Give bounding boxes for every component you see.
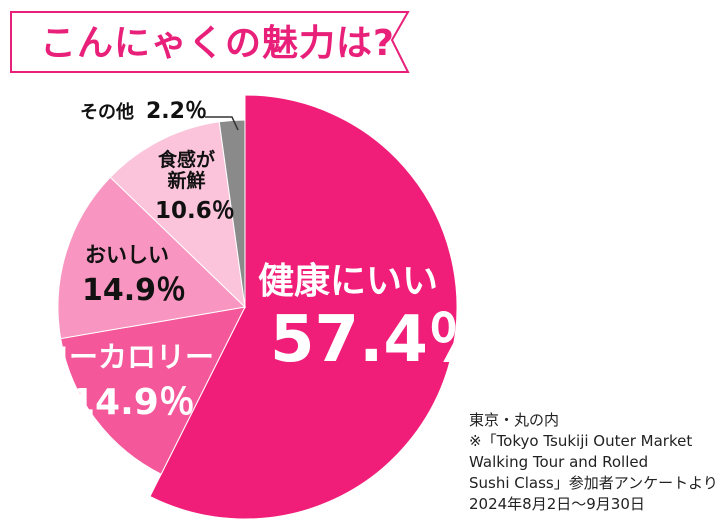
pie-slice-3 [109, 121, 246, 309]
label-healthy: 健康にいい [258, 261, 439, 302]
pie-slice-1 [60, 306, 246, 475]
note-line: 東京・丸の内 [469, 411, 560, 429]
source-note: 東京・丸の内 ※「Tokyo Tsukiji Outer Market Walk… [469, 410, 718, 515]
note-line: 2024年8月2日～9月30日 [469, 495, 645, 513]
value-low-calorie: 14.9％ [70, 382, 195, 423]
value-other: 2.2％ [146, 99, 207, 124]
note-line: Sushi Class」参加者アンケートより [469, 474, 718, 492]
note-line: ※「Tokyo Tsukiji Outer Market [469, 432, 693, 450]
label-texture-line2: 新鮮 [167, 169, 206, 192]
label-texture-line1: 食感が [158, 149, 216, 171]
label-texture: 食感が 新鮮 [158, 150, 215, 192]
label-low-calorie: ローカロリー [40, 340, 215, 374]
value-healthy: 57.4％ [270, 303, 492, 377]
pie-slice-0 [149, 94, 458, 520]
other-leader-line [205, 116, 239, 131]
chart-title: こんにゃくの魅力は? [40, 23, 395, 64]
pie-slice-2 [57, 176, 247, 340]
value-tasty: 14.9％ [82, 273, 187, 308]
label-other: その他 [80, 102, 134, 123]
label-tasty: おいしい [85, 243, 169, 267]
pie-slice-4 [218, 119, 246, 308]
title-banner [10, 11, 410, 73]
value-texture: 10.6％ [155, 198, 235, 224]
note-line: Walking Tour and Rolled [469, 453, 649, 471]
